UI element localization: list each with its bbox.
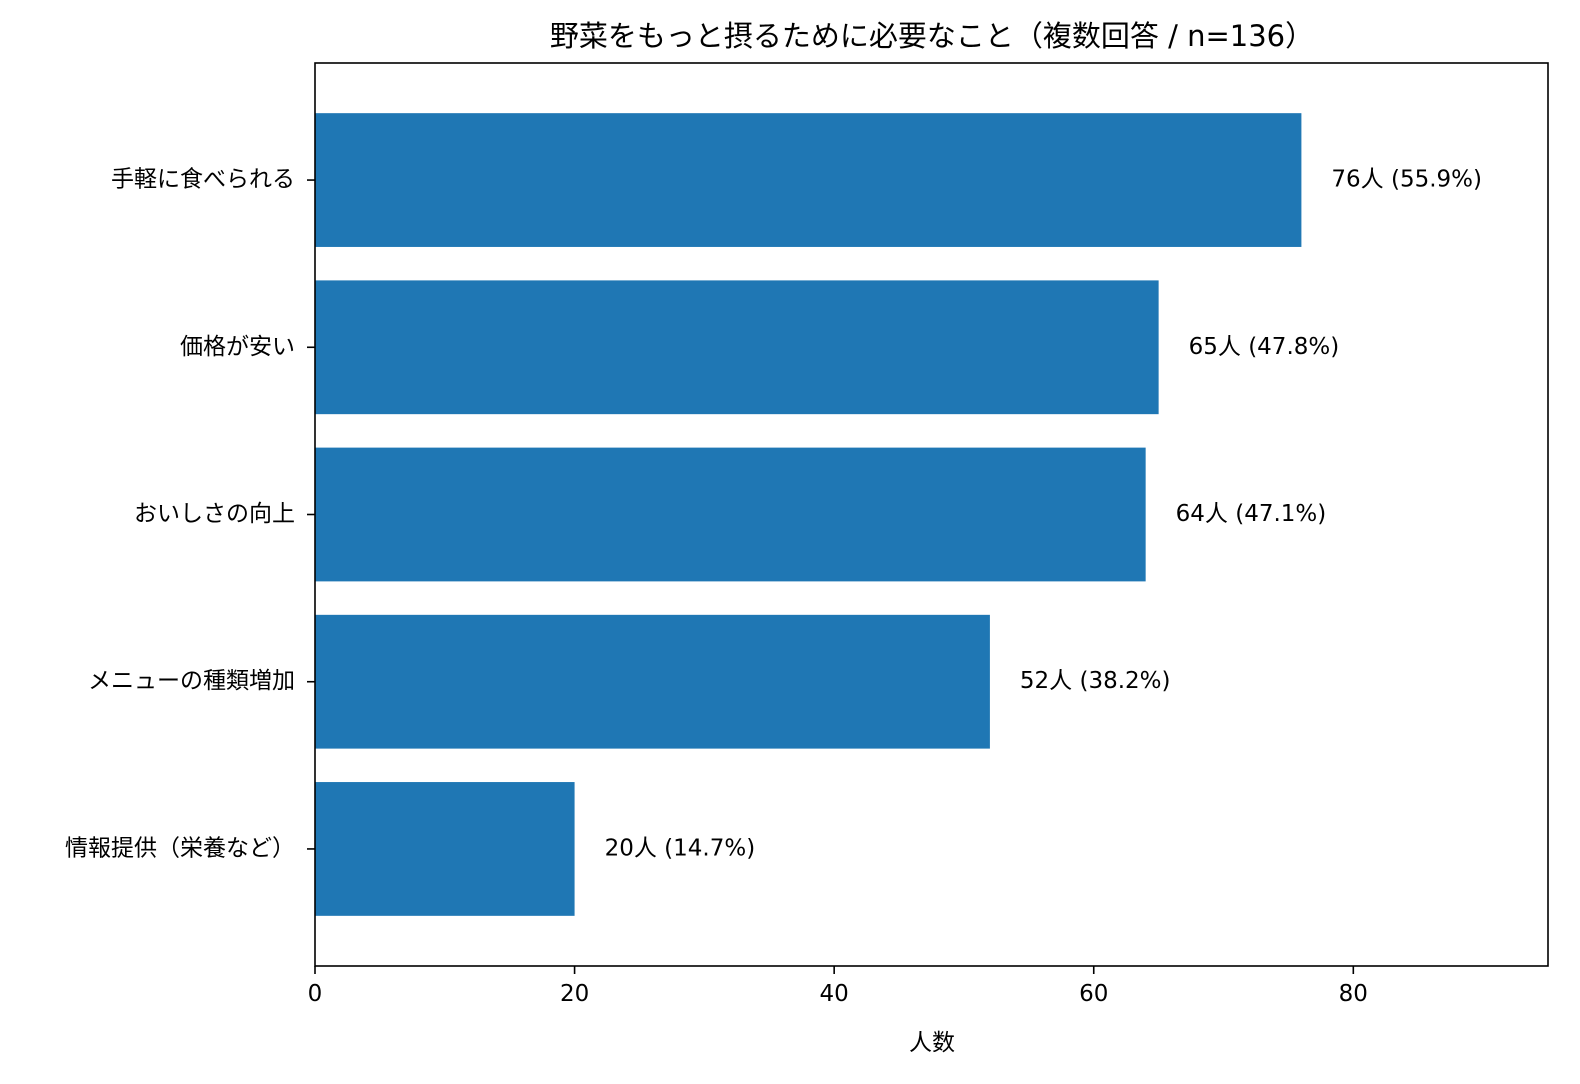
y-tick-label: メニューの種類増加: [88, 668, 295, 694]
y-tick-label: 情報提供（栄養など）: [65, 835, 295, 861]
x-axis-label: 人数: [909, 1030, 955, 1056]
bar-value-label: 64人 (47.1%): [1176, 501, 1327, 527]
x-axis: 0 20 40 60 80: [308, 966, 1368, 1007]
x-tick-label: 40: [820, 981, 849, 1007]
value-labels-group: 76人 (55.9%) 65人 (47.8%) 64人 (47.1%) 52人 (38…: [605, 167, 1482, 862]
bar: [315, 782, 575, 916]
bar: [315, 280, 1159, 415]
bar: [315, 113, 1302, 247]
bar: [315, 614, 990, 749]
bar: [315, 447, 1146, 582]
plot-frame: [314, 62, 1549, 967]
x-tick-label: 80: [1339, 981, 1368, 1007]
y-tick-label: 手軽に食べられる: [111, 167, 295, 193]
x-tick-label: 0: [308, 981, 323, 1007]
y-tick-label: おいしさの向上: [134, 501, 295, 527]
chart-title: 野菜をもっと摂るために必要なこと（複数回答 / n=136）: [550, 19, 1314, 53]
bar-value-label: 76人 (55.9%): [1331, 167, 1482, 193]
bar-value-label: 52人 (38.2%): [1020, 668, 1171, 694]
bars-group: [315, 113, 1302, 916]
bar-value-label: 20人 (14.7%): [605, 835, 756, 861]
x-tick-label: 60: [1079, 981, 1108, 1007]
x-tick-label: 20: [560, 981, 589, 1007]
bar-value-label: 65人 (47.8%): [1189, 334, 1340, 360]
y-tick-label: 価格が安い: [180, 334, 295, 360]
